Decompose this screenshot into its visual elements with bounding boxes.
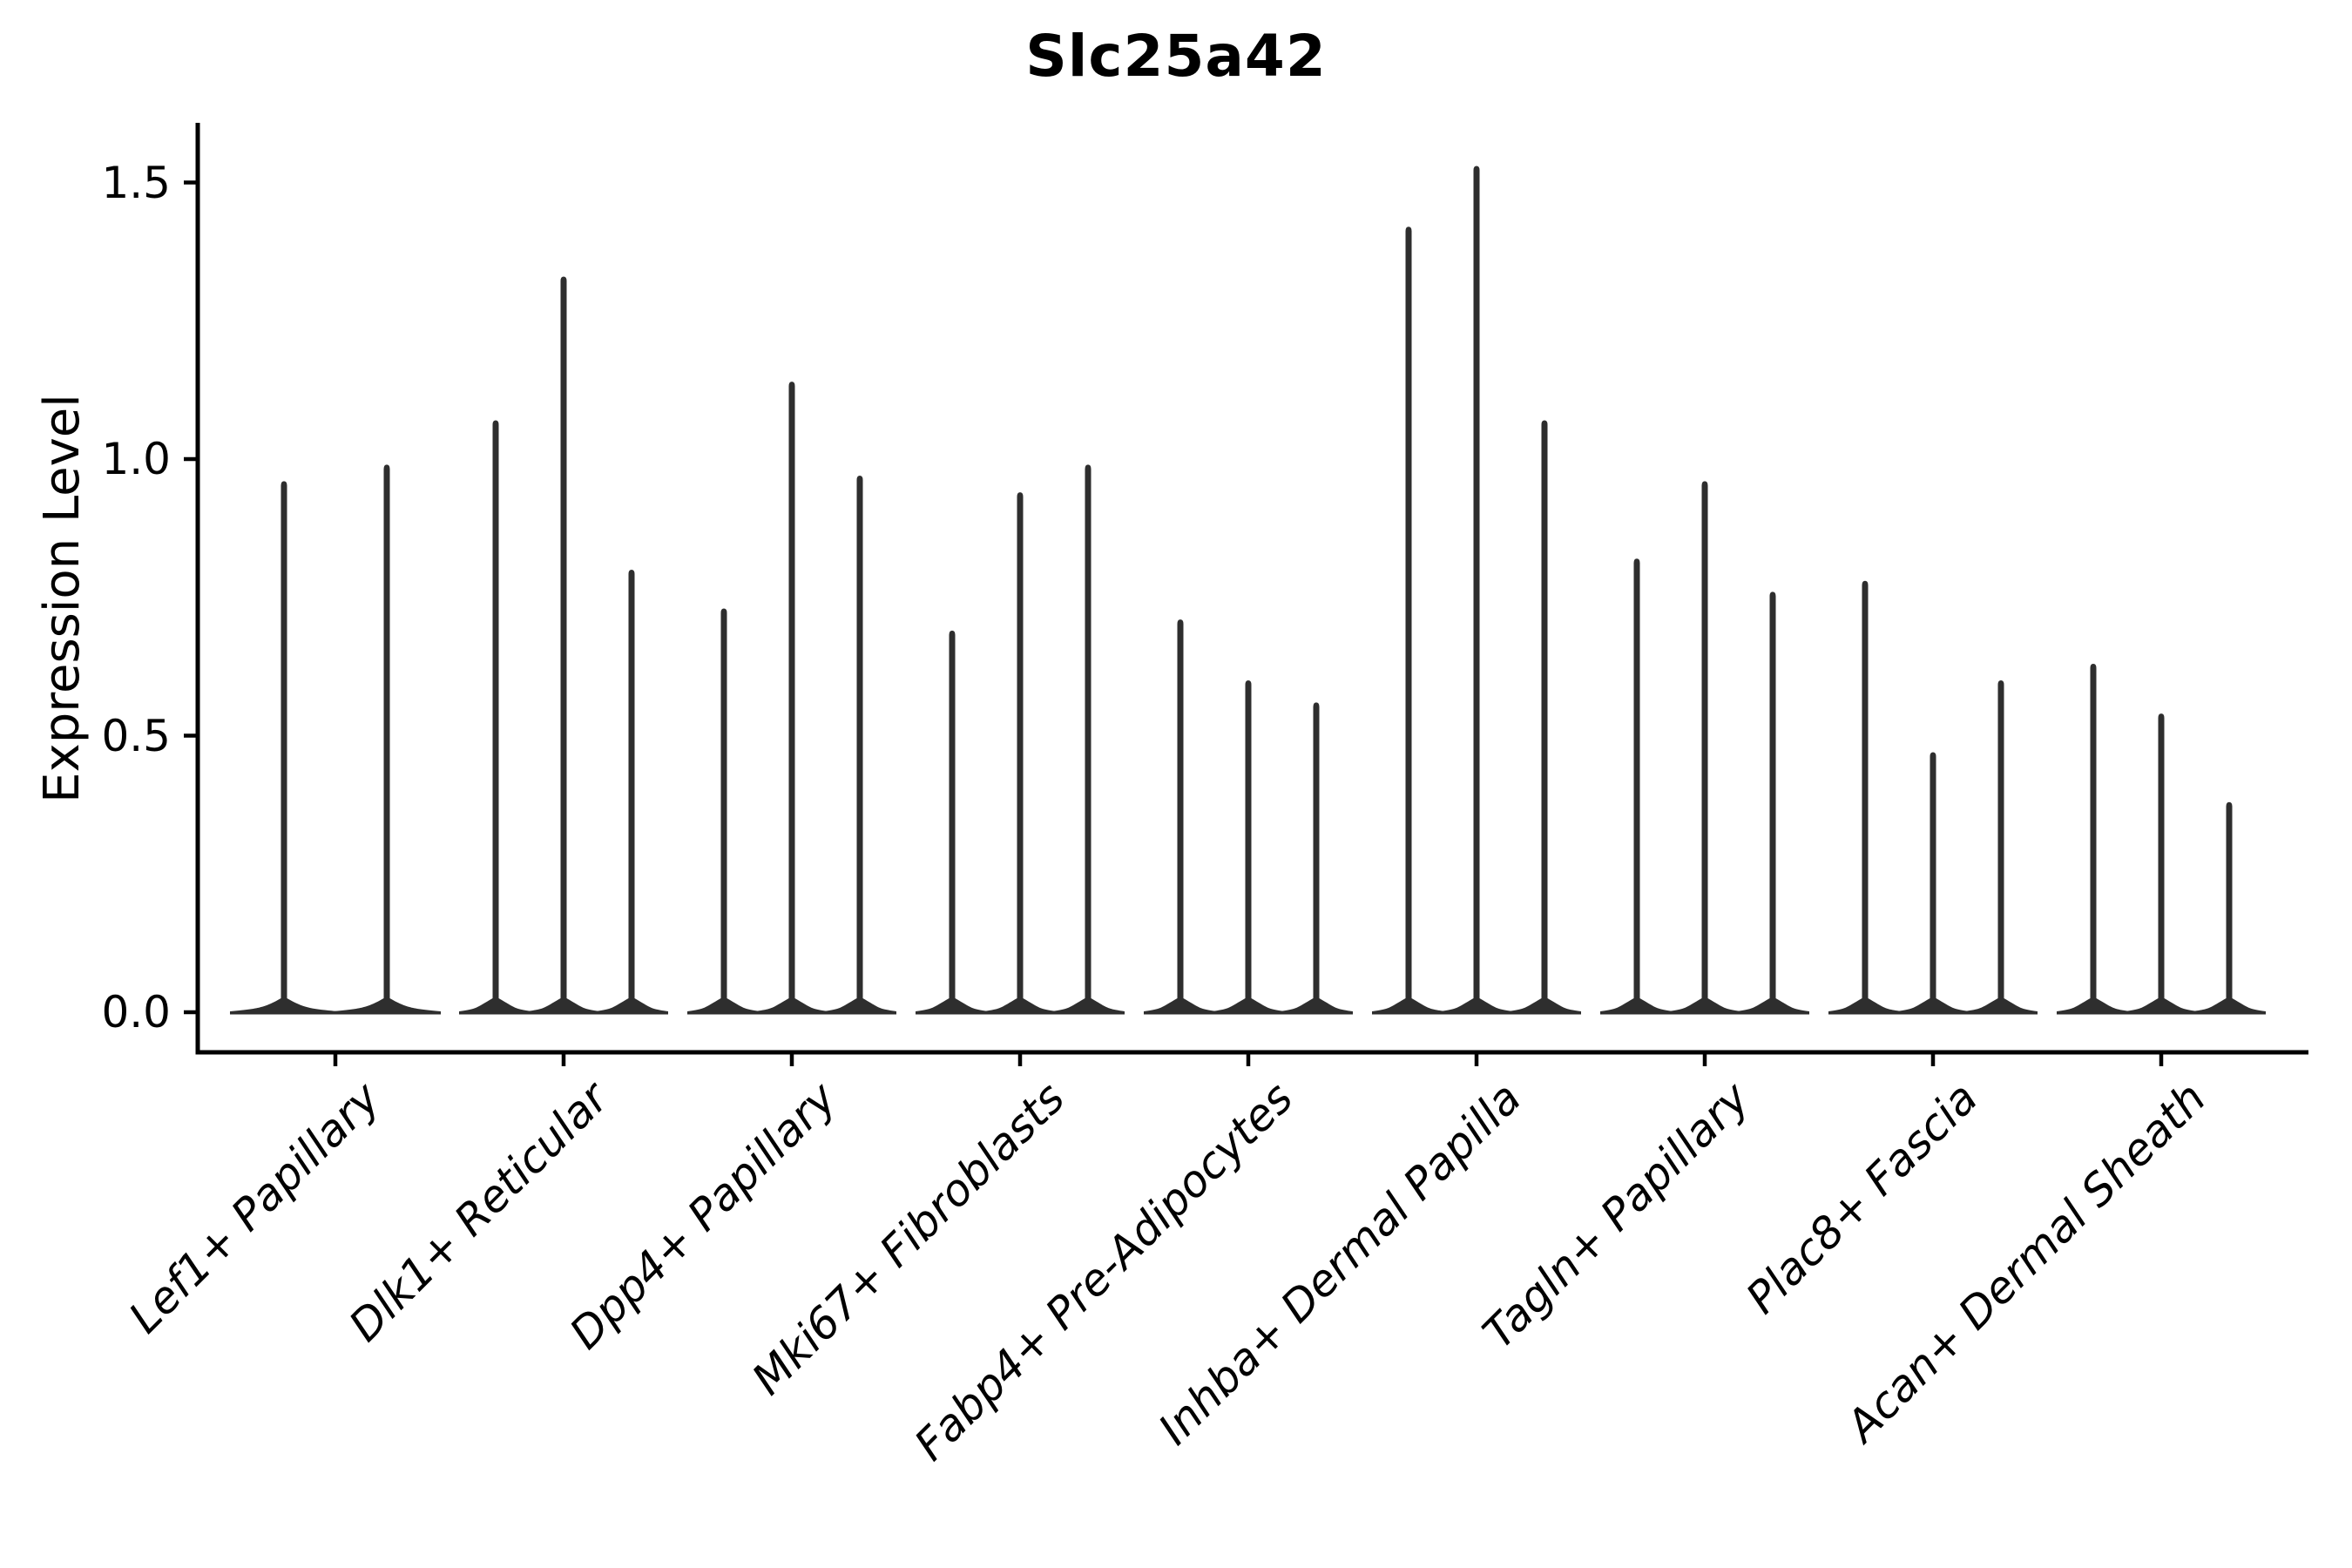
violin-shape	[687, 608, 760, 1015]
x-tick	[1246, 1052, 1251, 1066]
violin-shape	[230, 481, 338, 1015]
violin-shape	[1508, 420, 1581, 1015]
violin-shape	[916, 630, 989, 1015]
violin-shape	[983, 492, 1057, 1015]
violin-shape	[595, 570, 668, 1015]
violin-shape	[333, 464, 441, 1015]
violin-shape	[1280, 702, 1353, 1015]
x-tick	[1017, 1052, 1023, 1066]
x-axis-line	[195, 1050, 2308, 1055]
violin-shape	[527, 276, 600, 1015]
y-tick-label: 1.5	[101, 157, 171, 208]
y-tick-label: 0.0	[101, 987, 171, 1037]
violin-shape	[1372, 226, 1445, 1015]
x-tick	[1702, 1052, 1707, 1066]
chart-title: Slc25a42	[1025, 23, 1327, 90]
violin-shape	[2125, 713, 2198, 1015]
violin-shape	[2057, 663, 2130, 1015]
violin-shape	[823, 476, 896, 1015]
violin-shape	[1964, 680, 2038, 1015]
y-tick	[184, 456, 196, 462]
violin-shape	[1144, 619, 1217, 1015]
x-tick	[561, 1052, 566, 1066]
violin-shape	[459, 420, 532, 1015]
x-tick	[333, 1052, 338, 1066]
violin-shape	[1736, 591, 1809, 1015]
violin-shape	[1600, 558, 1673, 1015]
y-tick	[184, 180, 196, 185]
x-tick	[1474, 1052, 1479, 1066]
y-tick-label: 0.5	[101, 710, 171, 761]
violin-shape	[1668, 481, 1741, 1015]
x-tick	[2159, 1052, 2164, 1066]
violin-shape	[2193, 801, 2266, 1015]
y-tick	[184, 1010, 196, 1015]
x-tick	[789, 1052, 794, 1066]
x-tick	[1930, 1052, 1936, 1066]
violin-shape	[1440, 166, 1513, 1015]
y-tick	[184, 733, 196, 738]
violin-shape	[1828, 580, 1902, 1015]
violin-shape	[1051, 464, 1125, 1015]
violin-shape	[1212, 680, 1285, 1015]
y-axis-line	[195, 123, 200, 1055]
y-tick-label: 1.0	[101, 434, 171, 484]
violin-shape	[755, 382, 828, 1015]
violin-shape	[1896, 752, 1970, 1015]
